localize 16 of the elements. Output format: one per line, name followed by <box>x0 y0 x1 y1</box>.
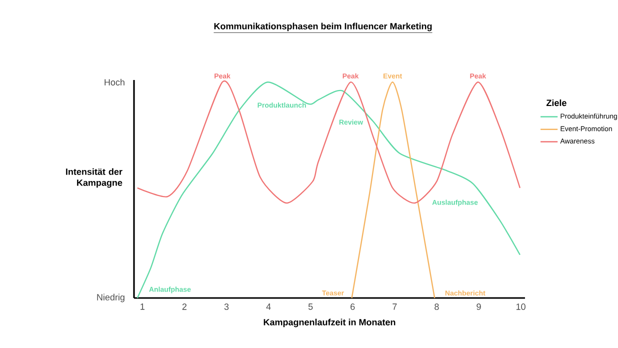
y-axis-title: Intensität der Kampagne <box>66 168 122 188</box>
x-tick-label: 3 <box>224 304 229 310</box>
chart-title: Kommunikationsphasen beim Influencer Marketing <box>214 22 432 32</box>
x-tick-label: 6 <box>350 304 355 310</box>
x-tick-label: 5 <box>308 304 313 310</box>
legend-title: Ziele <box>546 99 566 106</box>
x-tick-label: 7 <box>392 304 397 310</box>
x-tick-label: 9 <box>476 304 481 310</box>
x-axis-title: Kampagnenlaufzeit in Monaten <box>264 318 396 328</box>
text: Niedrig <box>97 294 124 302</box>
text: Hoch <box>104 78 124 86</box>
x-tick-label: 2 <box>182 304 186 310</box>
x-tick-label: 8 <box>434 304 439 310</box>
x-tick-label: 1 <box>140 304 144 310</box>
x-tick-label: 4 <box>266 304 271 310</box>
x-tick-label: 10 <box>516 304 526 310</box>
